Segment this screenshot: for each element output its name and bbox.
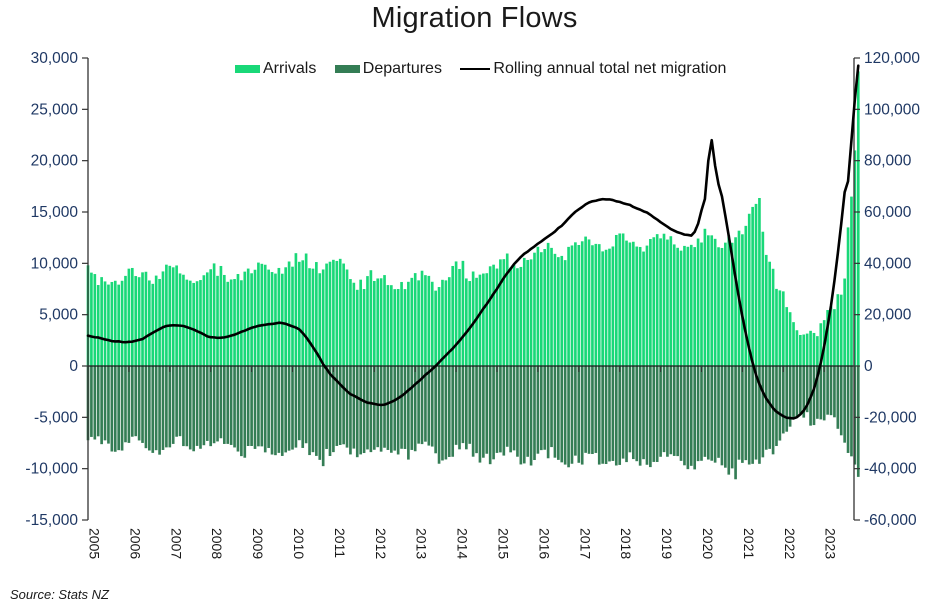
svg-text:2016: 2016 bbox=[536, 528, 552, 559]
svg-text:-15,000: -15,000 bbox=[25, 512, 78, 529]
svg-text:60,000: 60,000 bbox=[864, 204, 912, 221]
svg-text:0: 0 bbox=[69, 358, 78, 375]
svg-text:2017: 2017 bbox=[577, 528, 593, 559]
svg-text:2021: 2021 bbox=[741, 528, 757, 559]
svg-text:-5,000: -5,000 bbox=[34, 409, 78, 426]
svg-text:2006: 2006 bbox=[127, 528, 143, 559]
svg-text:-60,000: -60,000 bbox=[864, 512, 917, 529]
svg-text:2012: 2012 bbox=[373, 528, 389, 559]
svg-text:2009: 2009 bbox=[250, 528, 266, 559]
svg-text:-10,000: -10,000 bbox=[25, 461, 78, 478]
svg-text:25,000: 25,000 bbox=[31, 101, 79, 118]
svg-text:100,000: 100,000 bbox=[864, 101, 920, 118]
svg-text:2018: 2018 bbox=[618, 528, 634, 559]
svg-text:2023: 2023 bbox=[823, 528, 839, 559]
svg-text:2007: 2007 bbox=[168, 528, 184, 559]
svg-text:2013: 2013 bbox=[414, 528, 430, 559]
svg-text:2015: 2015 bbox=[496, 528, 512, 559]
svg-text:2022: 2022 bbox=[782, 528, 798, 559]
svg-text:2020: 2020 bbox=[700, 528, 716, 559]
svg-text:20,000: 20,000 bbox=[31, 153, 79, 170]
svg-text:-20,000: -20,000 bbox=[864, 409, 917, 426]
svg-text:-40,000: -40,000 bbox=[864, 461, 917, 478]
svg-text:80,000: 80,000 bbox=[864, 153, 912, 170]
svg-text:2019: 2019 bbox=[659, 528, 675, 559]
svg-text:15,000: 15,000 bbox=[31, 204, 79, 221]
svg-text:5,000: 5,000 bbox=[39, 307, 78, 324]
svg-text:2010: 2010 bbox=[291, 528, 307, 559]
svg-text:40,000: 40,000 bbox=[864, 255, 912, 272]
svg-text:2011: 2011 bbox=[332, 528, 348, 558]
svg-text:2014: 2014 bbox=[455, 528, 471, 559]
svg-text:2005: 2005 bbox=[87, 528, 103, 559]
svg-text:0: 0 bbox=[864, 358, 873, 375]
svg-text:20,000: 20,000 bbox=[864, 307, 912, 324]
svg-text:30,000: 30,000 bbox=[31, 50, 79, 67]
svg-text:2008: 2008 bbox=[209, 528, 225, 559]
svg-text:10,000: 10,000 bbox=[31, 255, 79, 272]
